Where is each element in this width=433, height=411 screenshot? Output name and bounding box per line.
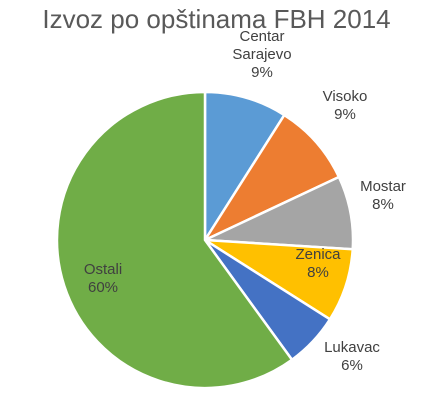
data-label-zenica-value: 8% — [307, 264, 329, 281]
data-label-centar-sarajevo-value: 9% — [251, 64, 273, 81]
pie-slice-centar-sarajevo — [203, 90, 287, 245]
pie-slice-visoko — [201, 113, 341, 243]
data-label-ostali-value: 60% — [88, 279, 118, 296]
data-label-zenica-category: Zenica — [295, 246, 341, 263]
data-label-visoko-value: 9% — [334, 106, 356, 123]
data-label-centar-sarajevo-category: Centar — [239, 28, 284, 45]
data-label-lukavac-value: 6% — [341, 357, 363, 374]
pie-slice-ostali — [55, 90, 294, 390]
data-label-mostar-category: Mostar — [360, 178, 406, 195]
data-label-visoko-category: Visoko — [323, 88, 368, 105]
data-label-lukavac-category: Lukavac — [324, 339, 380, 356]
data-label-centar-sarajevo-category: Sarajevo — [232, 46, 291, 63]
chart-title: Izvoz po opštinama FBH 2014 — [42, 4, 391, 34]
data-label-mostar-value: 8% — [372, 196, 394, 213]
data-label-ostali-category: Ostali — [84, 261, 122, 278]
